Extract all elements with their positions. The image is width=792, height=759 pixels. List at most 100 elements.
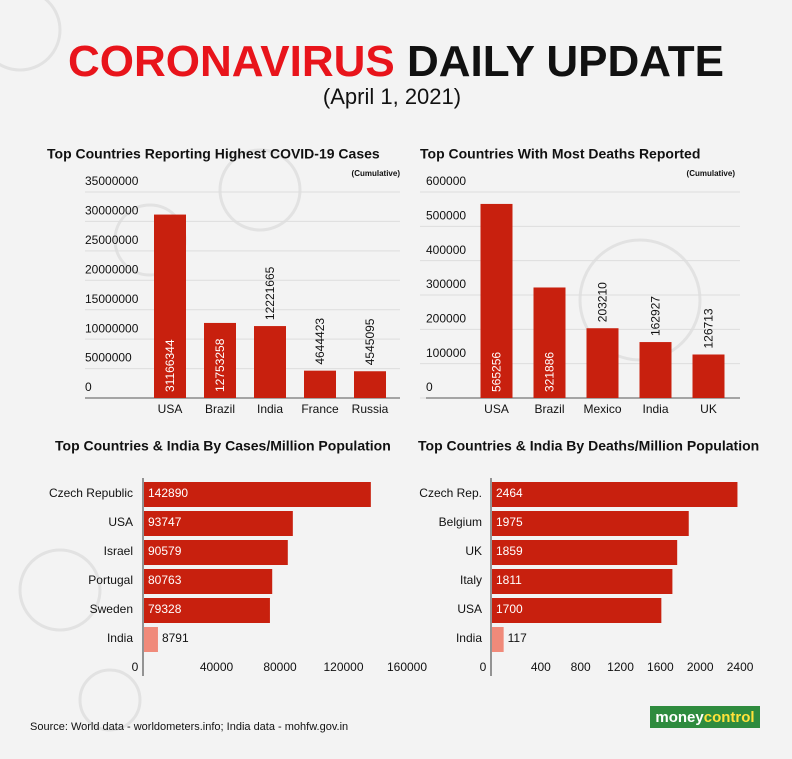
bar <box>144 540 288 565</box>
value-label: 80763 <box>148 573 182 587</box>
chart-title: Top Countries & India By Deaths/Million … <box>418 438 759 454</box>
x-tick-label: France <box>301 402 339 416</box>
chart-note: (Cumulative) <box>352 169 401 178</box>
x-tick-label: 160000 <box>387 660 427 674</box>
y-tick-label: Portugal <box>88 573 133 587</box>
bar <box>692 354 725 398</box>
x-tick-label: USA <box>158 402 183 416</box>
bar <box>144 598 270 623</box>
value-label: 12753258 <box>213 338 227 392</box>
y-tick-label: 10000000 <box>85 321 139 335</box>
chart-title: Top Countries Reporting Highest COVID-19… <box>47 146 380 162</box>
chart-note: (Cumulative) <box>687 169 736 178</box>
value-label: 2464 <box>496 486 523 500</box>
logo-part: control <box>704 709 755 726</box>
x-tick-label: 80000 <box>263 660 297 674</box>
y-tick-label: 100000 <box>426 346 466 360</box>
bar <box>533 287 566 398</box>
value-label: 1859 <box>496 544 523 558</box>
bar <box>144 482 371 507</box>
value-label: 162927 <box>649 296 663 336</box>
y-tick-label: 300000 <box>426 277 466 291</box>
bar <box>304 370 336 398</box>
subtitle: (April 1, 2021) <box>323 84 461 109</box>
y-tick-label: 5000000 <box>85 351 132 365</box>
y-tick-label: 200000 <box>426 312 466 326</box>
y-tick-label: 35000000 <box>85 174 139 188</box>
y-tick-label: 500000 <box>426 209 466 223</box>
y-tick-label: India <box>107 631 133 645</box>
value-label: 93747 <box>148 515 182 529</box>
y-tick-label: India <box>456 631 482 645</box>
y-tick-label: USA <box>108 515 133 529</box>
y-tick-label: Israel <box>104 544 133 558</box>
x-tick-label: 120000 <box>323 660 363 674</box>
value-label: 321886 <box>543 352 557 392</box>
value-label: 565256 <box>490 352 504 392</box>
y-tick-label: Czech Republic <box>49 486 133 500</box>
x-tick-label: UK <box>700 402 717 416</box>
y-tick-label: Belgium <box>439 515 482 529</box>
bar <box>492 569 673 594</box>
x-tick-label: 1600 <box>647 660 674 674</box>
y-tick-label: 30000000 <box>85 204 139 218</box>
value-label: 4644423 <box>313 318 327 365</box>
logo-box <box>650 706 760 728</box>
y-tick-label: 20000000 <box>85 262 139 276</box>
chart-title: Top Countries & India By Cases/Million P… <box>55 438 391 454</box>
value-label: 4545095 <box>363 318 377 365</box>
bar <box>480 203 513 398</box>
value-label: 142890 <box>148 486 188 500</box>
bar <box>492 627 504 652</box>
value-label: 117 <box>508 631 527 645</box>
main-title: CORONAVIRUS DAILY UPDATE <box>68 37 724 86</box>
value-label: 12221665 <box>263 266 277 320</box>
bar <box>492 540 678 565</box>
bar <box>144 511 293 536</box>
bar <box>639 342 672 398</box>
x-tick-label: USA <box>484 402 509 416</box>
x-tick-label: 400 <box>531 660 551 674</box>
y-tick-label: 0 <box>426 380 433 394</box>
bar <box>492 482 738 507</box>
value-label: 90579 <box>148 544 182 558</box>
source: Source: World data - worldometers.info; … <box>30 721 348 733</box>
y-tick-label: 0 <box>85 380 92 394</box>
bar <box>354 371 386 398</box>
x-tick-label: 2400 <box>727 660 754 674</box>
x-tick-label: Brazil <box>534 402 564 416</box>
x-tick-label: Mexico <box>583 402 621 416</box>
value-label: 1811 <box>496 573 522 587</box>
y-tick-label: 400000 <box>426 243 466 257</box>
bar <box>144 627 158 652</box>
value-label: 1700 <box>496 602 523 616</box>
y-tick-label: 25000000 <box>85 233 139 247</box>
bar <box>154 214 186 398</box>
x-tick-label: 0 <box>132 660 139 674</box>
y-tick-label: UK <box>465 544 482 558</box>
logo: moneycontrol <box>655 709 754 726</box>
logo-part: money <box>655 709 704 726</box>
y-tick-label: 15000000 <box>85 292 139 306</box>
y-tick-label: Sweden <box>90 602 133 616</box>
bar <box>492 511 689 536</box>
bar <box>492 598 662 623</box>
value-label: 203210 <box>596 282 610 322</box>
x-tick-label: India <box>642 402 668 416</box>
y-tick-label: USA <box>457 602 482 616</box>
x-tick-label: India <box>257 402 283 416</box>
x-tick-label: 0 <box>480 660 487 674</box>
x-tick-label: Brazil <box>205 402 235 416</box>
value-label: 126713 <box>702 308 716 348</box>
value-label: 1975 <box>496 515 523 529</box>
bar <box>144 569 273 594</box>
x-tick-label: Russia <box>352 402 389 416</box>
bar <box>204 322 236 398</box>
title-red: CORONAVIRUS <box>68 37 395 86</box>
bar <box>586 328 619 398</box>
x-tick-label: 40000 <box>200 660 234 674</box>
value-label: 79328 <box>148 602 182 616</box>
value-label: 31166344 <box>163 339 177 392</box>
value-label: 8791 <box>162 631 189 645</box>
chart-title: Top Countries With Most Deaths Reported <box>420 146 700 162</box>
